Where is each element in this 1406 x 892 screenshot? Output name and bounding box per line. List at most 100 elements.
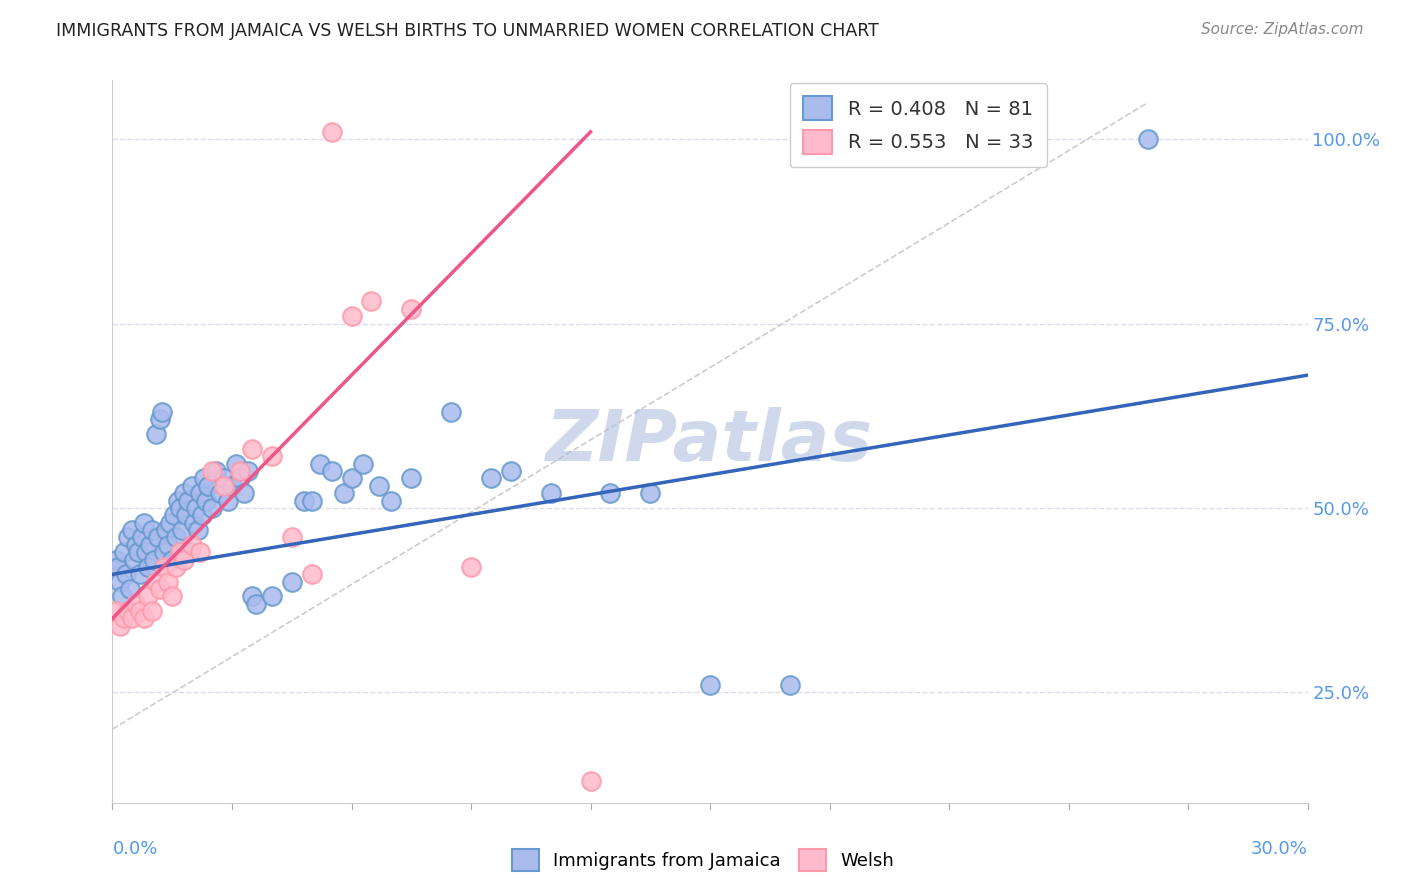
Point [114,611,135,625]
Point [201,500,224,515]
Legend: Immigrants from Jamaica, Welsh: Immigrants from Jamaica, Welsh [505,842,901,879]
Point [260,450,283,464]
Point [138,560,160,574]
Point [141,604,163,618]
Point [157,538,180,552]
Point [191,508,214,523]
Point [186,500,208,515]
Point [125,538,148,552]
Point [149,582,172,596]
Point [135,545,157,559]
Point [169,500,191,515]
Point [245,597,267,611]
Point [579,773,602,788]
Point [260,590,283,604]
Point [129,604,152,618]
Point [129,567,152,582]
Point [111,590,134,604]
Point [217,493,239,508]
Text: IMMIGRANTS FROM JAMAICA VS WELSH BIRTHS TO UNMARRIED WOMEN CORRELATION CHART: IMMIGRANTS FROM JAMAICA VS WELSH BIRTHS … [56,22,879,40]
Point [120,582,142,596]
Point [236,464,259,478]
Point [212,471,235,485]
Point [143,552,166,566]
Point [181,538,204,552]
Point [240,590,263,604]
Point [121,611,143,625]
Point [380,493,402,508]
Point [401,471,423,485]
Point [240,442,263,456]
Point [157,574,180,589]
Point [221,479,243,493]
Point [125,597,148,611]
Point [401,301,423,316]
Point [163,508,186,523]
Point [159,516,181,530]
Point [127,545,149,559]
Point [149,412,172,426]
Text: ZIPatlas: ZIPatlas [547,407,873,476]
Point [599,486,621,500]
Point [162,552,183,566]
Point [201,464,224,478]
Legend: R = 0.408   N = 81, R = 0.553   N = 33: R = 0.408 N = 81, R = 0.553 N = 33 [790,83,1047,167]
Point [779,678,801,692]
Point [368,479,391,493]
Point [301,567,323,582]
Point [340,471,363,485]
Point [115,567,138,582]
Point [121,523,143,537]
Point [321,125,343,139]
Point [197,479,219,493]
Point [167,493,190,508]
Point [281,530,304,544]
Point [117,604,139,618]
Point [181,479,204,493]
Point [134,516,156,530]
Point [188,486,211,500]
Point [174,508,197,523]
Point [165,530,187,544]
Point [153,545,176,559]
Point [139,538,162,552]
Point [172,523,194,537]
Point [292,493,315,508]
Point [110,574,132,589]
Point [145,427,167,442]
Point [212,479,235,493]
Point [107,560,129,574]
Point [479,471,502,485]
Point [209,486,232,500]
Point [148,530,170,544]
Point [229,464,252,478]
Point [145,574,167,589]
Point [105,552,128,566]
Point [173,552,195,566]
Point [188,545,211,559]
Point [352,457,374,471]
Point [177,493,200,508]
Point [179,545,201,559]
Point [340,309,363,323]
Point [117,530,139,544]
Point [308,457,330,471]
Point [499,464,522,478]
Point [233,486,256,500]
Point [141,523,163,537]
Point [195,493,218,508]
Point [134,611,156,625]
Text: Source: ZipAtlas.com: Source: ZipAtlas.com [1201,22,1364,37]
Text: 0.0%: 0.0% [112,839,157,858]
Point [150,405,173,419]
Point [162,590,183,604]
Point [138,590,160,604]
Point [153,560,176,574]
Point [360,294,382,309]
Text: 30.0%: 30.0% [1251,839,1308,858]
Point [183,516,205,530]
Point [640,486,662,500]
Point [540,486,562,500]
Point [114,545,135,559]
Point [105,604,128,618]
